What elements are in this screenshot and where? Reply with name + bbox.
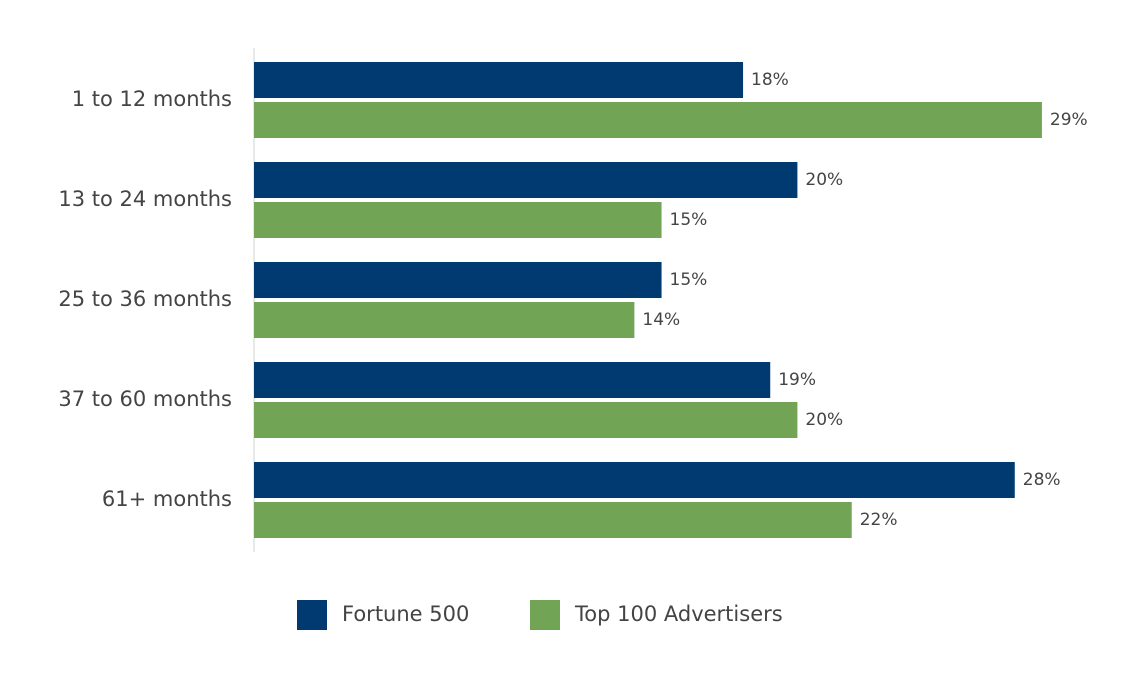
legend-swatch	[297, 600, 327, 630]
y-tick-label: 1 to 12 months	[72, 87, 232, 111]
value-label: 15%	[670, 210, 708, 230]
bar	[254, 162, 798, 198]
value-label: 20%	[805, 410, 843, 430]
value-label: 18%	[751, 70, 789, 90]
y-tick-label: 13 to 24 months	[58, 187, 232, 211]
bar	[254, 262, 662, 298]
y-tick-label: 37 to 60 months	[58, 387, 232, 411]
bar	[254, 202, 662, 238]
bar	[254, 462, 1015, 498]
value-label: 14%	[642, 310, 680, 330]
bar	[254, 102, 1042, 138]
bar	[254, 362, 771, 398]
legend-label: Top 100 Advertisers	[574, 602, 783, 626]
value-label: 28%	[1023, 470, 1061, 490]
value-label: 29%	[1050, 110, 1088, 130]
y-tick-label: 25 to 36 months	[58, 287, 232, 311]
bar	[254, 302, 635, 338]
legend-swatch	[530, 600, 560, 630]
value-label: 15%	[670, 270, 708, 290]
bar	[254, 402, 798, 438]
value-label: 19%	[778, 370, 816, 390]
legend-label: Fortune 500	[342, 602, 469, 626]
value-label: 20%	[805, 170, 843, 190]
y-tick-label: 61+ months	[102, 487, 232, 511]
value-label: 22%	[860, 510, 898, 530]
bar	[254, 502, 852, 538]
bar	[254, 62, 744, 98]
